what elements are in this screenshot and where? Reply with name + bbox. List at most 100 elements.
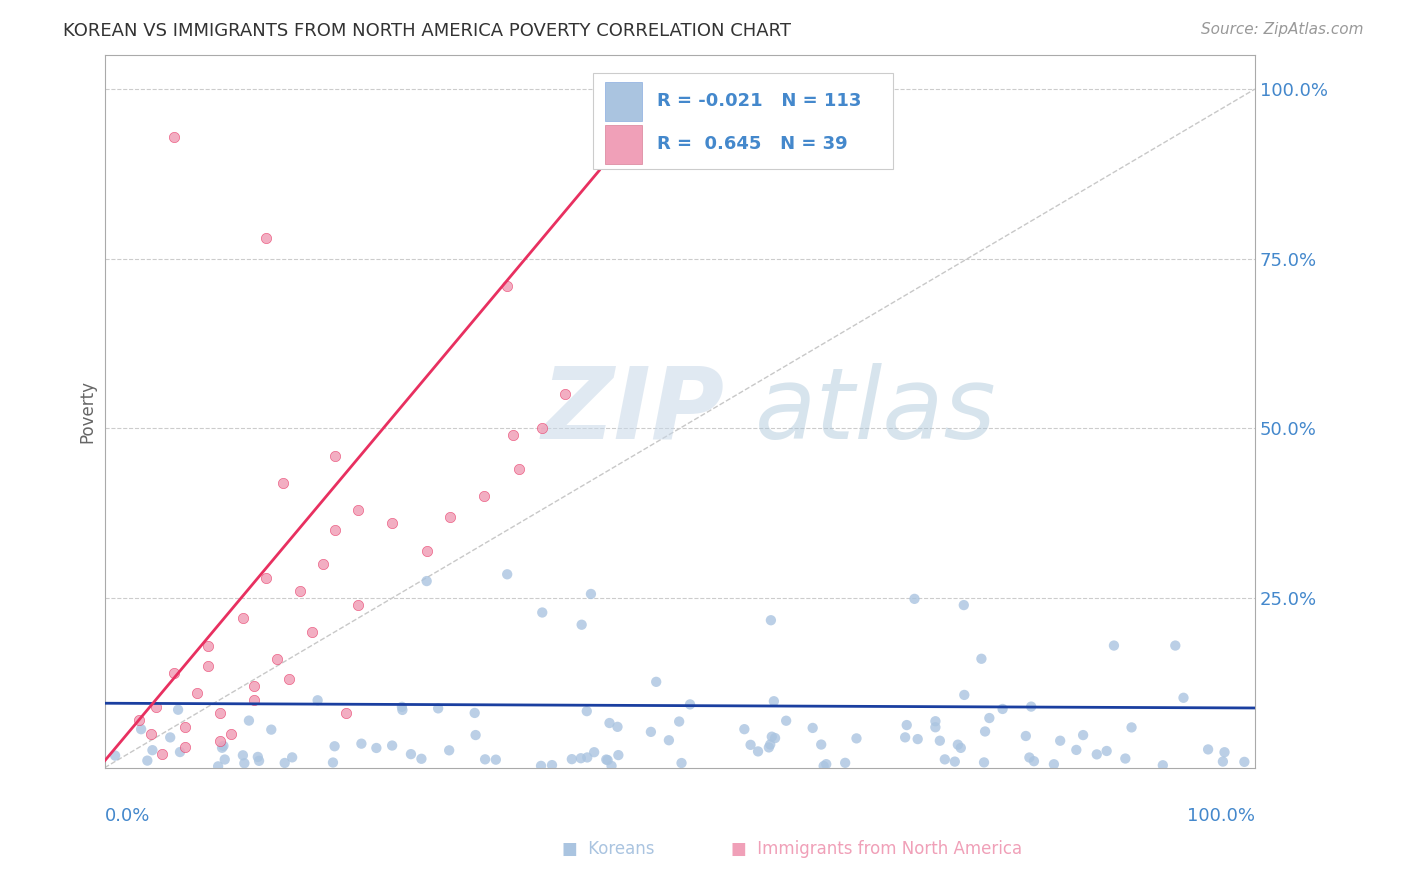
Point [949,740,972,755]
Point [759,613,782,627]
Point [472,489,495,503]
Point [312,557,335,571]
Point [411,752,433,766]
Point [595,753,617,767]
Point [946,738,969,752]
Point [1121,720,1143,734]
Point [1019,699,1042,714]
Point [1114,751,1136,765]
Point [277,673,299,687]
Point [758,740,780,755]
Point [813,759,835,773]
Point [271,475,294,490]
Point [496,567,519,582]
Point [246,750,269,764]
Point [212,739,235,753]
Point [576,750,599,764]
Point [645,674,668,689]
Text: ■  Immigrants from North America: ■ Immigrants from North America [731,840,1022,858]
Point [1197,742,1219,756]
Point [1152,758,1174,772]
Point [845,731,868,746]
Point [775,714,797,728]
Point [159,731,181,745]
Point [763,731,786,745]
Point [907,732,929,747]
Point [186,686,208,700]
Point [232,748,254,763]
Point [747,744,769,758]
Point [322,756,344,770]
Text: Source: ZipAtlas.com: Source: ZipAtlas.com [1201,22,1364,37]
Point [761,730,783,744]
Point [991,702,1014,716]
Point [1233,755,1256,769]
Point [759,738,782,752]
Text: KOREAN VS IMMIGRANTS FROM NORTH AMERICA POVERTY CORRELATION CHART: KOREAN VS IMMIGRANTS FROM NORTH AMERICA … [63,22,792,40]
Point [208,706,231,721]
Point [323,449,346,463]
Point [150,747,173,761]
Point [301,624,323,639]
Point [254,231,277,245]
Point [934,752,956,766]
Point [801,721,824,735]
Point [208,733,231,747]
Point [733,722,755,736]
Point [973,756,995,770]
Point [740,738,762,752]
Point [174,740,197,755]
Point [128,713,150,727]
Point [606,720,628,734]
Point [233,756,256,771]
Point [346,598,368,612]
Point [970,652,993,666]
Point [600,759,623,773]
Point [415,574,437,588]
Point [214,752,236,766]
Point [810,738,832,752]
Point [260,723,283,737]
Point [391,703,413,717]
Point [583,745,606,759]
Point [671,756,693,770]
Point [145,699,167,714]
Point [530,759,553,773]
Point [391,699,413,714]
Point [335,706,357,721]
Point [381,516,404,531]
Point [598,716,620,731]
Point [508,462,530,476]
Text: ZIP: ZIP [541,363,724,460]
Point [924,714,946,729]
Point [1102,639,1125,653]
Point [197,639,219,653]
Point [136,754,159,768]
Text: ■  Koreans: ■ Koreans [562,840,655,858]
Point [596,753,619,767]
FancyBboxPatch shape [605,125,641,164]
Text: 100.0%: 100.0% [1187,807,1256,825]
Point [129,723,152,737]
Point [197,659,219,673]
Point [232,611,254,625]
Point [943,755,966,769]
Point [679,698,702,712]
Point [169,745,191,759]
Point [894,731,917,745]
Point [323,739,346,754]
Point [1071,728,1094,742]
Point [571,617,593,632]
Point [1213,745,1236,759]
Point [928,733,950,747]
Point [974,724,997,739]
Point [243,693,266,707]
Point [139,727,162,741]
Point [1043,757,1066,772]
Point [437,743,460,757]
Point [607,748,630,763]
Point [288,584,311,599]
Point [427,701,450,715]
Point [174,720,197,734]
Point [211,740,233,755]
